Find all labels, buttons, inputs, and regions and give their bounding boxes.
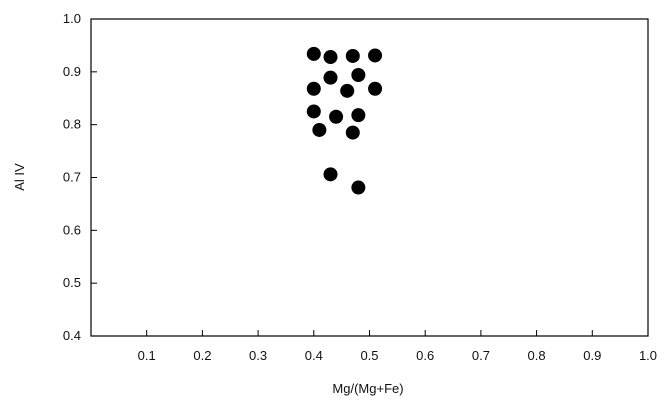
x-tick-label: 0.3: [249, 348, 267, 363]
y-tick-label: 0.9: [63, 64, 81, 79]
y-axis-title: Al IV: [12, 163, 27, 191]
x-tick-label: 0.4: [305, 348, 323, 363]
plot-frame: [90, 18, 649, 337]
data-point: [323, 167, 338, 182]
y-tick-label: 0.7: [63, 170, 81, 185]
data-point: [323, 50, 338, 65]
data-point: [351, 68, 366, 83]
data-point: [323, 70, 338, 85]
x-tick-label: 0.7: [472, 348, 490, 363]
y-tick-label: 0.5: [63, 275, 81, 290]
data-point: [306, 81, 321, 96]
data-point: [345, 48, 360, 63]
data-point: [306, 104, 321, 119]
x-tick-label: 0.8: [528, 348, 546, 363]
x-axis-title: Mg/(Mg+Fe): [332, 381, 403, 396]
data-point: [368, 81, 383, 96]
x-tick-label: 0.2: [193, 348, 211, 363]
data-point: [351, 108, 366, 123]
data-point: [306, 46, 321, 61]
x-tick-label: 1.0: [639, 348, 657, 363]
y-tick-label: 0.4: [63, 328, 81, 343]
y-tick-label: 0.8: [63, 117, 81, 132]
x-tick-label: 0.6: [416, 348, 434, 363]
x-tick-label: 0.1: [138, 348, 156, 363]
data-point: [340, 83, 355, 98]
data-point: [312, 122, 327, 137]
x-tick-label: 0.9: [583, 348, 601, 363]
data-point: [351, 180, 366, 195]
data-point: [345, 125, 360, 140]
data-point: [329, 109, 344, 124]
y-tick-label: 1.0: [63, 11, 81, 26]
data-point: [368, 48, 383, 63]
x-tick-label: 0.5: [360, 348, 378, 363]
y-tick-label: 0.6: [63, 222, 81, 237]
